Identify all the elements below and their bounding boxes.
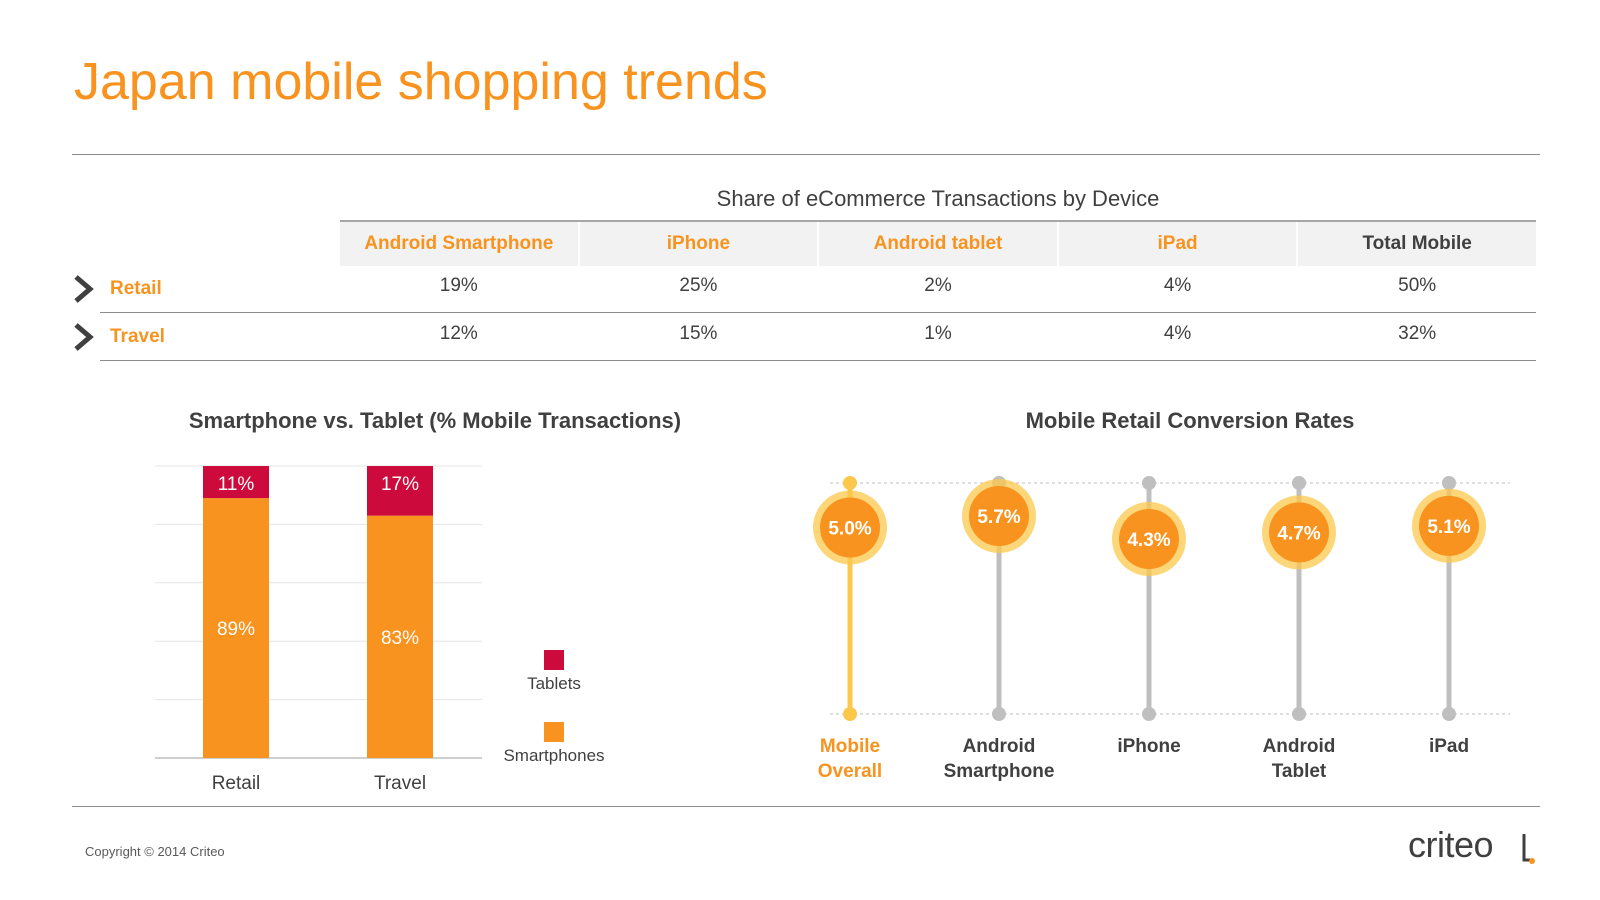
conversion-category-label: Mobile [820, 736, 880, 757]
table-row-label: Retail [110, 278, 162, 299]
value-bubble [969, 486, 1029, 546]
table-cell: 4% [1163, 323, 1192, 344]
table-cell: 32% [1398, 323, 1437, 344]
table-cell: 1% [924, 323, 952, 344]
conversion-category-label: iPad [1429, 736, 1469, 757]
legend-label: Tablets [527, 674, 581, 693]
category-label: Travel [374, 773, 426, 794]
bar-chart-title: Smartphone vs. Tablet (% Mobile Transact… [188, 408, 682, 433]
stem-top-dot [843, 476, 857, 490]
legend-label: Smartphones [503, 746, 605, 765]
table-cell: 50% [1398, 275, 1437, 296]
legend-swatch [544, 650, 564, 670]
table-cell: 15% [679, 323, 718, 344]
stem-bottom-dot [1292, 707, 1306, 721]
bar-value-label: 11% [218, 474, 255, 495]
bar-segment [367, 515, 433, 758]
conversion-rate-chart: 5.0% Mobile Overall 5.7% Android Smartphone 4.… [813, 476, 1510, 782]
bar-segment [203, 498, 269, 758]
conversion-value-label: 4.7% [1277, 523, 1320, 544]
value-bubble [1419, 495, 1479, 556]
stem-top-dot [1292, 476, 1306, 490]
criteo-logo: criteo [1408, 824, 1494, 865]
title-divider [72, 154, 1540, 155]
bar-segment [367, 466, 433, 516]
table-cell: 12% [439, 323, 478, 344]
stem-bottom-dot [1442, 707, 1456, 721]
value-bubble [820, 497, 880, 558]
table-header-cell: iPhone [579, 222, 818, 266]
conversion-value-label: 5.1% [1427, 517, 1470, 538]
bar-value-label: 89% [217, 619, 255, 640]
table-cell: 19% [439, 275, 478, 296]
criteo-logo-mark-icon [1522, 834, 1535, 864]
chevron-right-icon [74, 323, 94, 351]
value-bubble [1269, 502, 1329, 563]
category-label: Retail [212, 773, 261, 794]
table-cell: 2% [924, 275, 952, 296]
stem-top-dot [1142, 476, 1156, 490]
conversion-chart-title: Mobile Retail Conversion Rates [1025, 408, 1355, 433]
conversion-category-label: Android [1263, 736, 1336, 757]
table-row: Retail 19% 25% 2% 4% 50% [100, 266, 1536, 313]
table-header-cell: Total Mobile [1298, 222, 1536, 266]
table-header-cell: Android Smartphone [340, 222, 578, 266]
footer-divider [72, 806, 1540, 807]
copyright-text: Copyright © 2014 Criteo [85, 844, 225, 859]
conversion-category-label: iPhone [1117, 736, 1180, 757]
table-header-cell: Android tablet [819, 222, 1057, 266]
conversion-value-label: 4.3% [1127, 530, 1170, 551]
value-bubble [1119, 509, 1179, 569]
conversion-value-label: 5.0% [828, 519, 871, 540]
conversion-category-label: Tablet [1272, 761, 1327, 782]
stem-bottom-dot [992, 707, 1006, 721]
conversion-value-label: 5.7% [977, 507, 1020, 528]
conversion-category-label: Overall [818, 761, 882, 782]
table-title: Share of eCommerce Transactions by Devic… [716, 186, 1160, 211]
conversion-category-label: Android [963, 736, 1036, 757]
stem-bottom-dot [843, 707, 857, 721]
table-header: Android Smartphone iPhone Android tablet iP… [340, 220, 1536, 266]
conversion-category-label: Smartphone [944, 761, 1055, 782]
bar-value-label: 83% [381, 628, 419, 649]
table-row-label: Travel [110, 326, 165, 347]
table-row: Travel 12% 15% 1% 4% 32% [100, 314, 1536, 361]
table-cell: 4% [1163, 275, 1192, 296]
table-cell: 25% [679, 275, 718, 296]
stem-top-dot [1442, 476, 1456, 490]
chevron-right-icon [74, 275, 94, 303]
stacked-bar-chart: 89% 11% Retail 83% 17% Travel [155, 465, 482, 794]
legend-swatch [544, 722, 564, 742]
stem-bottom-dot [1142, 707, 1156, 721]
page-title: Japan mobile shopping trends [74, 53, 768, 111]
bar-value-label: 17% [381, 474, 419, 495]
table-header-cell: iPad [1058, 222, 1297, 266]
bar-segment [203, 466, 269, 499]
